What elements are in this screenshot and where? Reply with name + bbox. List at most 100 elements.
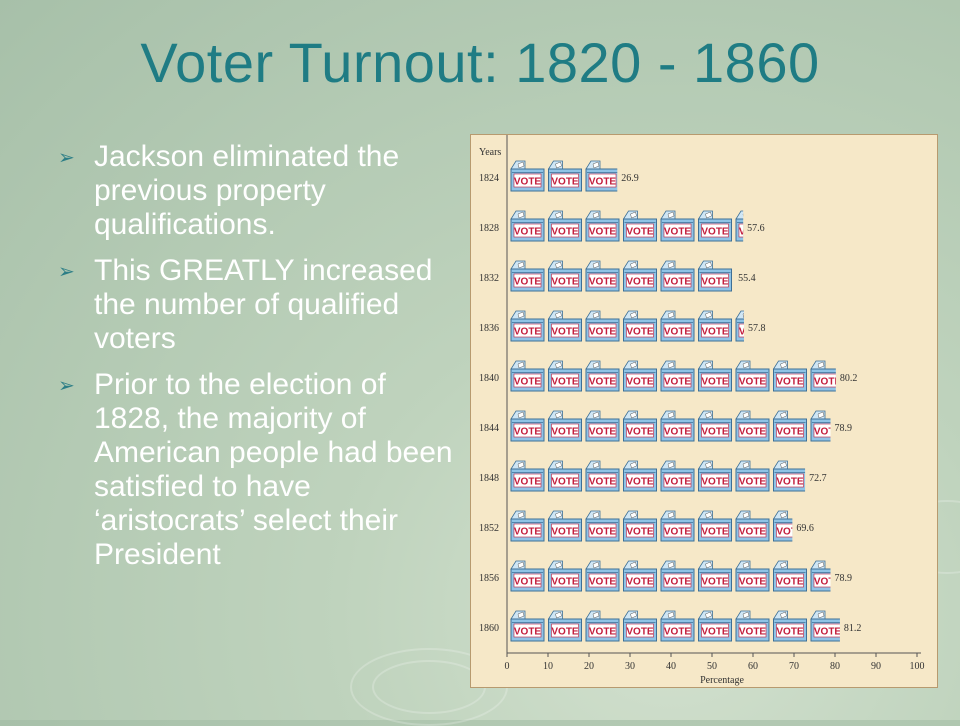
ballot-box-icon bbox=[585, 510, 620, 542]
ballot-box-icon bbox=[660, 560, 695, 592]
ballot-box-icon bbox=[510, 310, 545, 342]
ballot-box-icon bbox=[735, 510, 770, 542]
x-tick-label: 40 bbox=[666, 661, 676, 672]
ballot-box-icon bbox=[510, 410, 545, 442]
data-label: 80.2 bbox=[840, 373, 858, 384]
pictograph-bar-1832 bbox=[510, 260, 732, 292]
x-axis-label: Percentage bbox=[700, 675, 744, 686]
ballot-box-icon bbox=[660, 310, 695, 342]
ballot-box-icon bbox=[660, 510, 695, 542]
slide-title: Voter Turnout: 1820 - 1860 bbox=[140, 31, 820, 94]
ballot-box-icon bbox=[585, 160, 618, 192]
ballot-box-icon bbox=[585, 260, 620, 292]
ballot-box-icon bbox=[810, 610, 840, 642]
pictograph-bar-1860 bbox=[510, 610, 840, 642]
ballot-box-icon bbox=[773, 410, 807, 442]
y-tick-label: 1836 bbox=[479, 323, 499, 334]
ballot-box-icon bbox=[548, 210, 582, 242]
ballot-box-icon bbox=[773, 360, 807, 392]
ballot-box-icon bbox=[698, 410, 732, 442]
ballot-box-icon bbox=[698, 210, 732, 242]
y-tick-label: 1840 bbox=[479, 373, 499, 384]
ballot-box-icon bbox=[510, 460, 545, 492]
ballot-box-icon bbox=[548, 410, 582, 442]
x-tick-label: 90 bbox=[871, 661, 881, 672]
ballot-box-icon bbox=[735, 460, 770, 492]
bullet-item: ➢ Prior to the election of 1828, the maj… bbox=[58, 368, 468, 572]
ballot-box-icon bbox=[585, 360, 620, 392]
ballot-box-icon bbox=[510, 210, 545, 242]
ballot-box-icon bbox=[510, 510, 545, 542]
ballot-box-icon bbox=[548, 360, 582, 392]
data-label: 72.7 bbox=[809, 473, 827, 484]
y-tick-label: 1856 bbox=[479, 573, 499, 584]
bullet-list: ➢ Jackson eliminated the previous proper… bbox=[58, 140, 468, 584]
y-tick-label: 1824 bbox=[479, 173, 499, 184]
ballot-box-icon bbox=[773, 560, 807, 592]
bullet-item: ➢ This GREATLY increased the number of q… bbox=[58, 254, 468, 356]
y-tick-label: 1832 bbox=[479, 273, 499, 284]
ballot-box-icon bbox=[698, 310, 732, 342]
x-tick-label: 70 bbox=[789, 661, 799, 672]
pictograph-bar-1840 bbox=[510, 360, 836, 392]
ballot-box-icon bbox=[623, 610, 657, 642]
ballot-box-icon bbox=[623, 510, 657, 542]
ballot-box-icon bbox=[585, 460, 620, 492]
ballot-box-icon bbox=[735, 360, 770, 392]
y-axis-label: Years bbox=[479, 147, 501, 158]
data-label: 26.9 bbox=[621, 173, 639, 184]
ballot-box-icon bbox=[585, 410, 620, 442]
ballot-box-icon bbox=[735, 560, 770, 592]
ballot-box-icon bbox=[623, 260, 657, 292]
data-label: 78.9 bbox=[834, 573, 852, 584]
data-label: 78.9 bbox=[834, 423, 852, 434]
bullet-text: Jackson eliminated the previous property… bbox=[94, 140, 400, 241]
arrowhead-bullet-icon: ➢ bbox=[58, 261, 75, 283]
ballot-box-icon bbox=[510, 610, 545, 642]
pictograph-bar-1856 bbox=[510, 560, 831, 592]
ballot-box-icon bbox=[623, 310, 657, 342]
data-label: 81.2 bbox=[844, 623, 862, 634]
y-tick-label: 1848 bbox=[479, 473, 499, 484]
ballot-box-icon bbox=[623, 560, 657, 592]
ballot-box-icon bbox=[548, 260, 582, 292]
ballot-box-icon bbox=[660, 210, 695, 242]
ballot-box-icon bbox=[698, 510, 732, 542]
ballot-box-icon bbox=[735, 410, 770, 442]
ballot-box-icon bbox=[660, 260, 695, 292]
pictograph-bar-1824 bbox=[510, 160, 618, 192]
x-tick-label: 0 bbox=[505, 661, 510, 672]
y-tick-label: 1828 bbox=[479, 223, 499, 234]
ballot-box-icon bbox=[735, 610, 770, 642]
voter-turnout-chart: VOTE Years Percentage 0 10 20 30 40 50 60 70 80 9… bbox=[470, 134, 938, 688]
ballot-box-icon bbox=[548, 610, 582, 642]
ballot-box-icon bbox=[510, 560, 545, 592]
data-label: 57.6 bbox=[747, 223, 765, 234]
x-tick-label: 50 bbox=[707, 661, 717, 672]
arrowhead-bullet-icon: ➢ bbox=[58, 147, 75, 169]
y-tick-label: 1844 bbox=[479, 423, 499, 434]
ballot-box-icon bbox=[623, 410, 657, 442]
ballot-box-icon bbox=[698, 560, 732, 592]
x-tick-label: 100 bbox=[910, 661, 925, 672]
ballot-box-icon bbox=[510, 160, 545, 192]
ballot-box-icon bbox=[548, 510, 582, 542]
x-tick-label: 10 bbox=[543, 661, 553, 672]
pictograph-bar-1852 bbox=[510, 510, 793, 542]
ballot-box-icon bbox=[698, 260, 732, 292]
ballot-box-icon bbox=[660, 610, 695, 642]
ballot-box-icon bbox=[585, 310, 620, 342]
x-tick-label: 60 bbox=[748, 661, 758, 672]
ballot-box-icon bbox=[773, 460, 806, 492]
data-label: 57.8 bbox=[748, 323, 766, 334]
ballot-box-icon bbox=[623, 460, 657, 492]
pictograph-bar-1848 bbox=[510, 460, 806, 492]
data-label: 55.4 bbox=[738, 273, 756, 284]
bullet-text: This GREATLY increased the number of qua… bbox=[94, 254, 433, 355]
y-tick-label: 1852 bbox=[479, 523, 499, 534]
arrowhead-bullet-icon: ➢ bbox=[58, 375, 75, 397]
ballot-box-icon bbox=[548, 310, 582, 342]
ballot-box-icon bbox=[585, 560, 620, 592]
ballot-box-icon bbox=[698, 610, 732, 642]
ballot-box-icon bbox=[510, 360, 545, 392]
